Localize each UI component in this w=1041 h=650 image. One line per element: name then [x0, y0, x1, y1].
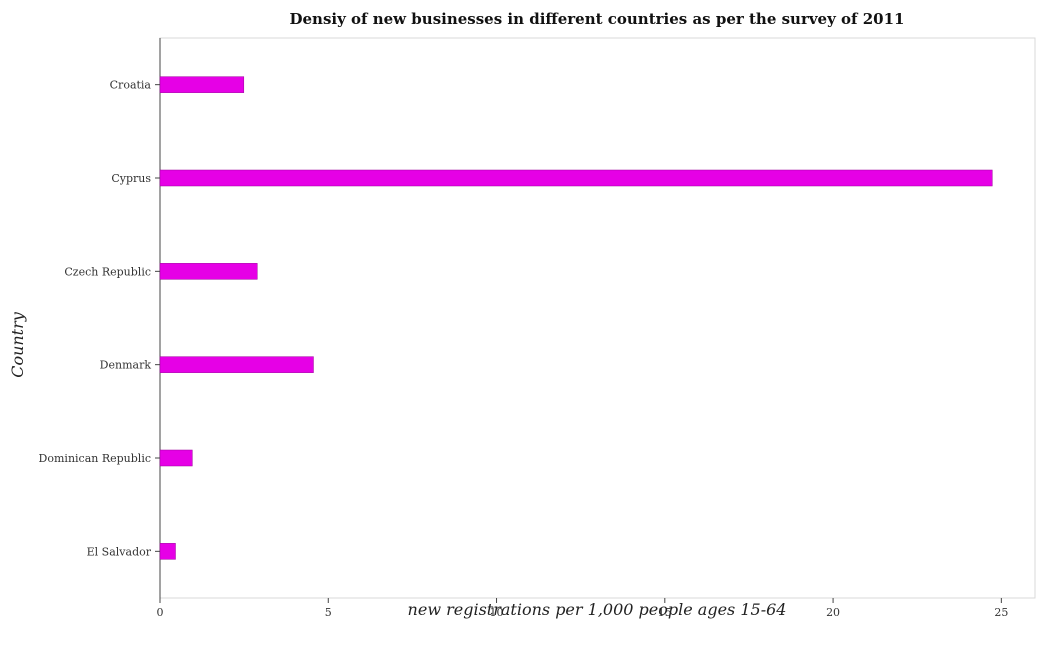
y-axis-label: Country — [8, 311, 27, 378]
x-tick-label: 20 — [826, 606, 840, 619]
y-tick-label: El Salvador — [87, 545, 152, 558]
bar-el-salvador — [159, 543, 176, 560]
bars-group — [159, 76, 993, 560]
y-tick-label: Cyprus — [111, 172, 151, 185]
x-tick-label: 15 — [658, 606, 672, 619]
y-tick-label: Denmark — [100, 359, 152, 372]
y-axis-ticks: Croatia Cyprus Czech Republic Denmark Domini… — [39, 79, 160, 558]
x-tick-label: 25 — [994, 606, 1008, 619]
y-tick-label: Dominican Republic — [39, 452, 151, 465]
x-tick-label: 5 — [325, 606, 332, 619]
plot-area — [159, 37, 1036, 599]
bar-czech-republic — [159, 263, 258, 280]
y-tick-label: Croatia — [110, 79, 152, 92]
bar-cyprus — [159, 169, 993, 187]
chart-title: Densiy of new businesses in different co… — [290, 10, 905, 28]
bar-dominican-republic — [159, 449, 193, 467]
x-tick-label: 10 — [490, 606, 504, 619]
bar-denmark — [159, 356, 314, 373]
x-axis-label: new registrations per 1,000 people ages … — [408, 600, 787, 619]
y-tick-label: Czech Republic — [64, 265, 151, 278]
x-tick-label: 0 — [157, 606, 164, 619]
plot-border — [159, 37, 1036, 599]
bar-croatia — [159, 76, 245, 93]
x-axis-ticks: 0 5 10 15 20 25 — [157, 598, 1008, 619]
